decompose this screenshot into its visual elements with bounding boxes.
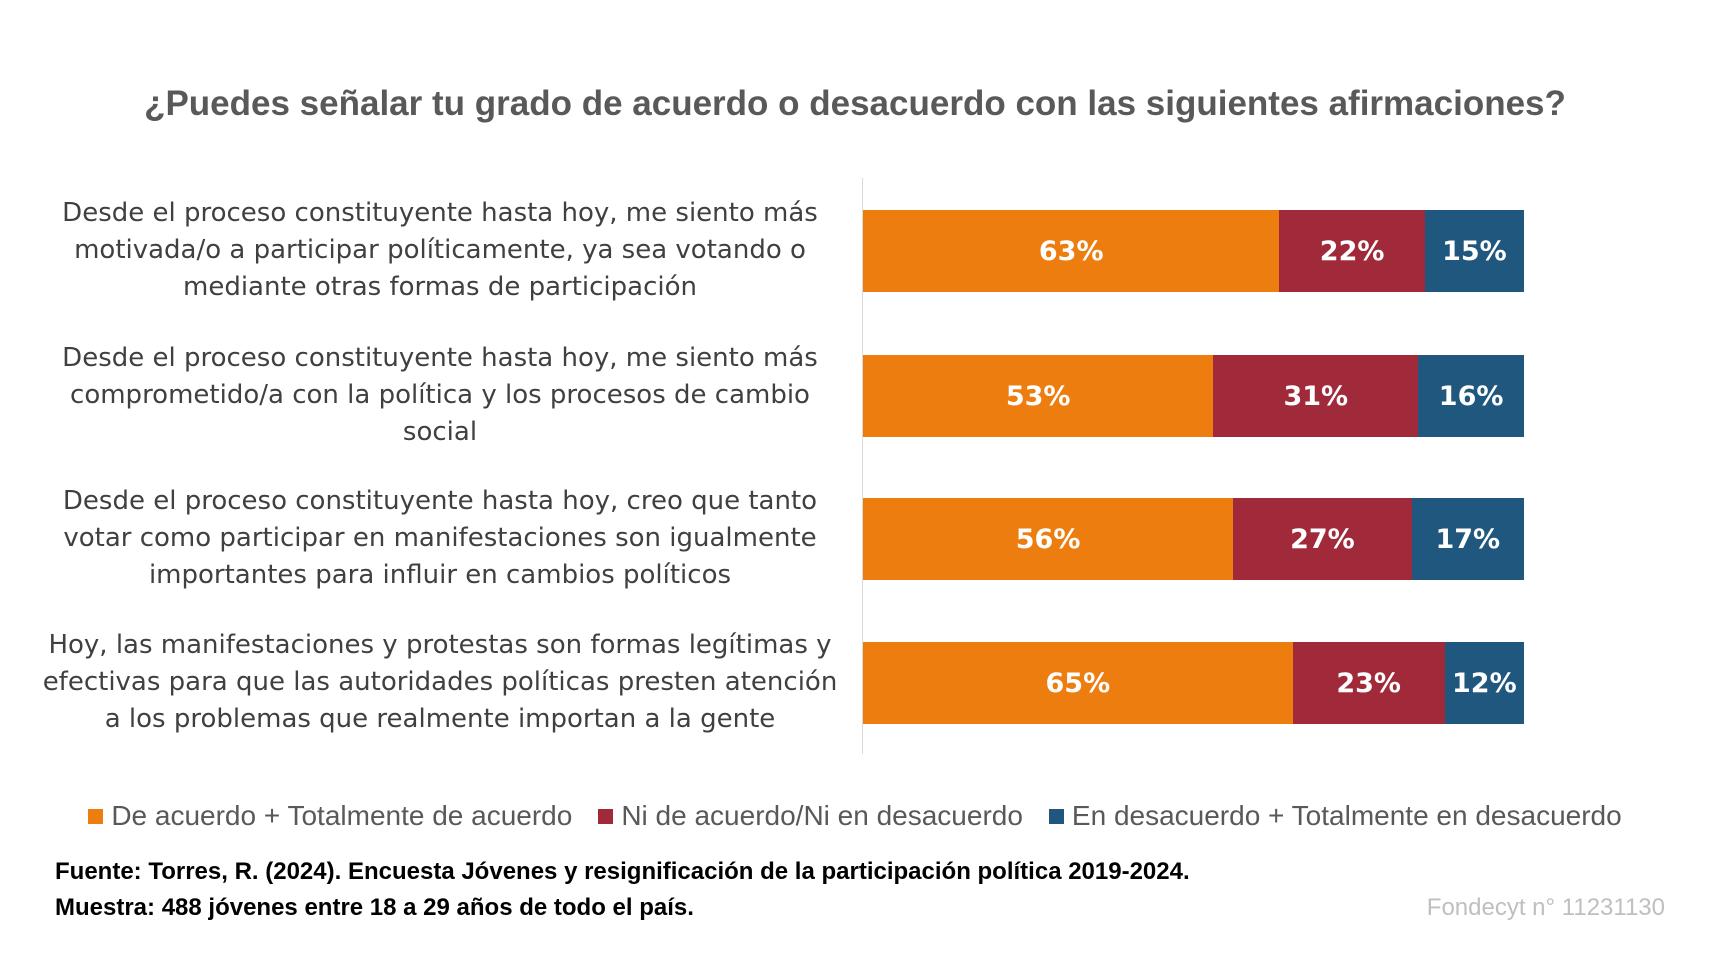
bar-segment-neutral: 27% xyxy=(1233,498,1412,580)
data-label: 63% xyxy=(1038,235,1104,267)
legend-swatch-desacuerdo xyxy=(1048,808,1064,824)
grant-number: Fondecyt n° 11231130 xyxy=(1426,894,1665,921)
row-label: Desde el proceso constituyente hasta hoy… xyxy=(40,340,840,451)
legend-item-desacuerdo: En desacuerdo + Totalmente en desacuerdo xyxy=(1048,800,1622,832)
row-label-line: Desde el proceso constituyente hasta hoy… xyxy=(62,198,818,228)
row-label: Desde el proceso constituyente hasta hoy… xyxy=(40,195,840,306)
row-label-line: a los problemas que realmente importan a… xyxy=(104,704,776,734)
category-axis-line xyxy=(862,178,863,754)
data-label: 56% xyxy=(1015,523,1081,555)
bar-segment-acuerdo: 65% xyxy=(863,642,1293,724)
data-label: 53% xyxy=(1005,380,1071,412)
legend: De acuerdo + Totalmente de acuerdo Ni de… xyxy=(0,800,1710,832)
legend-label-neutral: Ni de acuerdo/Ni en desacuerdo xyxy=(621,800,1023,831)
data-label: 15% xyxy=(1442,235,1507,267)
row-label: Hoy, las manifestaciones y protestas son… xyxy=(40,627,840,738)
row-label-line: Hoy, las manifestaciones y protestas son… xyxy=(48,630,832,660)
bar-segment-acuerdo: 56% xyxy=(863,498,1234,580)
row-label-line: mediante otras formas de participación xyxy=(183,272,697,302)
chart-title: ¿Puedes señalar tu grado de acuerdo o de… xyxy=(144,84,1566,123)
bar-segment-desacuerdo: 16% xyxy=(1418,355,1524,437)
sample-note: Muestra: 488 jóvenes entre 18 a 29 años … xyxy=(55,894,694,921)
legend-swatch-neutral xyxy=(598,808,614,824)
legend-label-acuerdo: De acuerdo + Totalmente de acuerdo xyxy=(111,800,573,831)
data-label: 23% xyxy=(1336,667,1401,699)
bar-segment-neutral: 22% xyxy=(1279,210,1425,292)
data-label: 16% xyxy=(1438,380,1504,412)
row-label-line: Desde el proceso constituyente hasta hoy… xyxy=(62,486,818,516)
legend-swatch-acuerdo xyxy=(88,808,104,824)
data-label: 17% xyxy=(1435,523,1501,555)
data-label: 12% xyxy=(1452,667,1517,699)
data-label: 65% xyxy=(1045,667,1111,699)
row-label-line: efectivas para que las autoridades polít… xyxy=(42,667,838,697)
bar-segment-acuerdo: 63% xyxy=(863,210,1280,292)
row-label-line: motivada/o a participar políticamente, y… xyxy=(74,235,806,265)
bar-segment-desacuerdo: 17% xyxy=(1411,498,1524,580)
row-label-line: social xyxy=(402,417,478,447)
data-label: 22% xyxy=(1319,235,1385,267)
bar-segment-neutral: 31% xyxy=(1213,355,1419,437)
row-label-line: importantes para influir en cambios polí… xyxy=(148,560,732,590)
legend-item-neutral: Ni de acuerdo/Ni en desacuerdo xyxy=(598,800,1023,832)
legend-item-acuerdo: De acuerdo + Totalmente de acuerdo xyxy=(88,800,572,832)
legend-label-desacuerdo: En desacuerdo + Totalmente en desacuerdo xyxy=(1071,800,1622,831)
bar-segment-acuerdo: 53% xyxy=(863,355,1214,437)
row-label-line: Desde el proceso constituyente hasta hoy… xyxy=(62,343,818,373)
bar-segment-neutral: 23% xyxy=(1292,642,1445,724)
source-citation: Fuente: Torres, R. (2024). Encuesta Jóve… xyxy=(55,858,1190,885)
row-label-line: comprometido/a con la política y los pro… xyxy=(70,380,810,410)
bar-segment-desacuerdo: 12% xyxy=(1444,642,1524,724)
row-label: Desde el proceso constituyente hasta hoy… xyxy=(40,483,840,594)
data-label: 31% xyxy=(1283,380,1349,412)
bar-segment-desacuerdo: 15% xyxy=(1424,210,1524,292)
row-label-line: votar como participar en manifestaciones… xyxy=(63,523,817,553)
data-label: 27% xyxy=(1290,523,1355,555)
